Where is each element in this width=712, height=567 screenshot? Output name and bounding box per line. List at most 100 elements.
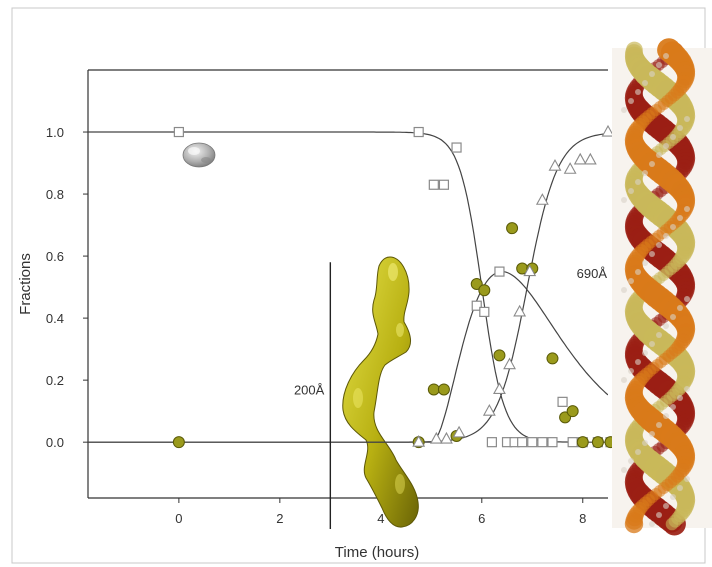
- figure-border: [11, 7, 706, 564]
- fibril-haze: [621, 197, 627, 203]
- y-tick-label: 1.0: [46, 125, 64, 140]
- fibril-haze: [642, 350, 648, 356]
- x-tick-label: 2: [276, 511, 283, 526]
- fibril-haze: [621, 287, 627, 293]
- square-marker: [451, 142, 462, 153]
- fibril-haze: [635, 269, 641, 275]
- square-marker: [557, 396, 568, 407]
- circle-marker: [576, 436, 589, 449]
- scale-bar-label: 200Å: [294, 383, 325, 398]
- monomer-illustration: [182, 142, 216, 168]
- fibril-haze: [677, 395, 683, 401]
- fibril-haze: [684, 296, 690, 302]
- x-axis-title: Time (hours): [335, 544, 419, 561]
- triangle-marker: [548, 159, 562, 171]
- fibril-haze: [642, 440, 648, 446]
- triangle-marker: [513, 304, 527, 317]
- square-marker: [413, 126, 424, 138]
- square-marker: [547, 437, 558, 448]
- square-marker: [428, 179, 439, 190]
- circle-marker: [506, 222, 519, 235]
- fibril-haze: [621, 377, 627, 383]
- square-marker: [173, 126, 184, 138]
- y-axis-ticks: 0.0 0.2 0.4 0.6 0.8 1.0: [46, 125, 88, 450]
- fibril-haze: [663, 503, 669, 509]
- fibril-strand-segment: [665, 517, 679, 531]
- fibril-haze: [649, 251, 655, 257]
- fibril-haze: [635, 449, 641, 455]
- fibril-haze: [649, 341, 655, 347]
- fibril-haze: [656, 152, 662, 158]
- fibril-haze: [635, 359, 641, 365]
- square-marker: [486, 437, 497, 448]
- square-marker: [517, 437, 528, 448]
- fibril-haze: [649, 161, 655, 167]
- fibril-haze: [684, 476, 690, 482]
- fibril-haze: [677, 485, 683, 491]
- fibril-haze: [684, 386, 690, 392]
- y-tick-label: 0.4: [46, 311, 64, 326]
- triangle-marker: [563, 162, 577, 174]
- circle-marker: [566, 405, 579, 418]
- circle-marker: [437, 383, 450, 396]
- fibril-haze: [628, 188, 634, 194]
- triangle-marker: [535, 193, 549, 205]
- fibril-haze: [677, 125, 683, 131]
- fibril-haze: [628, 368, 634, 374]
- triangle-marker: [573, 152, 587, 165]
- fibril-haze: [656, 242, 662, 248]
- triangle-marker: [429, 431, 443, 444]
- y-tick-label: 0.0: [46, 435, 64, 450]
- oligomer-illustration: [342, 256, 419, 528]
- fibril-haze: [684, 116, 690, 122]
- square-marker: [537, 437, 548, 448]
- triangle-marker: [493, 382, 506, 394]
- triangle-marker: [583, 152, 597, 165]
- x-tick-label: 4: [377, 511, 384, 526]
- fibril-haze: [628, 98, 634, 104]
- fibril-haze: [656, 512, 662, 518]
- fibril-haze: [628, 458, 634, 464]
- triangle-marker: [503, 357, 516, 370]
- fibril-haze: [656, 62, 662, 68]
- square-marker: [567, 437, 578, 448]
- circle-marker: [172, 436, 185, 449]
- data-markers: [172, 124, 617, 449]
- square-marker: [527, 437, 538, 448]
- fibril-haze: [649, 431, 655, 437]
- fibril-haze: [649, 71, 655, 77]
- fibril-haze: [677, 305, 683, 311]
- fibril-haze: [684, 206, 690, 212]
- circle-marker: [546, 352, 559, 365]
- fibril-haze: [642, 260, 648, 266]
- y-tick-label: 0.6: [46, 249, 64, 264]
- triangle-marker: [482, 404, 496, 416]
- x-tick-label: 8: [579, 511, 586, 526]
- fibril-haze: [628, 278, 634, 284]
- fibril-haze: [621, 467, 627, 473]
- y-axis-title: Fractions: [17, 253, 34, 315]
- fibril-haze: [670, 404, 676, 410]
- y-tick-label: 0.2: [46, 373, 64, 388]
- square-marker: [438, 179, 450, 190]
- scale-bar-label: 690Å: [577, 266, 608, 281]
- fibril-haze: [670, 494, 676, 500]
- fibril-haze: [663, 323, 669, 329]
- x-tick-label: 6: [478, 511, 485, 526]
- square-marker: [479, 306, 490, 318]
- square-marker: [494, 266, 505, 277]
- fibril-haze: [663, 143, 669, 149]
- triangle-marker: [601, 124, 615, 137]
- circle-marker: [591, 436, 604, 449]
- y-tick-label: 0.8: [46, 187, 64, 202]
- fibril-haze: [677, 215, 683, 221]
- square-marker: [471, 300, 482, 311]
- triangle-marker: [523, 264, 537, 277]
- circle-marker: [493, 349, 506, 362]
- triangle-marker: [452, 425, 466, 438]
- fibril-illustration: [612, 38, 712, 536]
- fibril-strand-segment: [624, 514, 644, 534]
- fibril-haze: [635, 179, 641, 185]
- fibril-haze: [670, 314, 676, 320]
